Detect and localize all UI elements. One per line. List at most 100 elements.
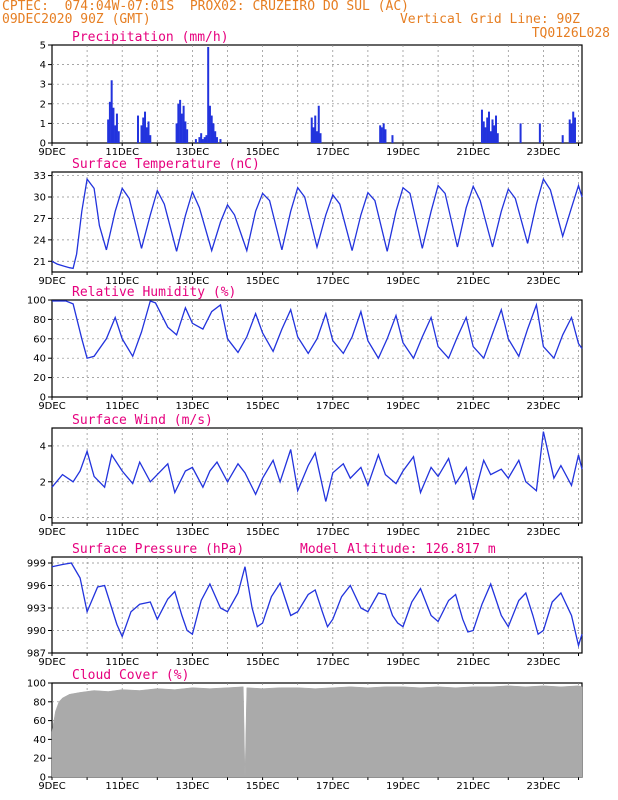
y-tick-label: 996 xyxy=(27,581,46,592)
precip-bar xyxy=(495,115,498,143)
x-tick-label: 21DEC xyxy=(456,527,490,538)
x-tick-label: 21DEC xyxy=(456,657,490,668)
precip-bar xyxy=(487,111,490,143)
x-tick-label: 13DEC xyxy=(176,781,210,792)
precip-bar xyxy=(310,117,313,143)
precip-bar xyxy=(319,133,322,143)
y-tick-label: 33 xyxy=(33,171,46,182)
x-tick-label: 19DEC xyxy=(386,276,420,287)
x-tick-label: 21DEC xyxy=(456,276,490,287)
y-tick-label: 999 xyxy=(27,559,46,570)
precip-bar xyxy=(205,135,208,143)
x-tick-label: 19DEC xyxy=(386,781,420,792)
precip-bar xyxy=(186,129,189,143)
y-tick-label: 60 xyxy=(33,334,46,345)
y-tick-label: 1 xyxy=(40,119,46,130)
x-tick-label: 13DEC xyxy=(176,657,210,668)
precip-bar xyxy=(384,129,387,143)
y-tick-label: 4 xyxy=(40,60,46,71)
precip-bar xyxy=(215,137,218,143)
series-line xyxy=(51,177,583,270)
precip-bar xyxy=(175,123,178,143)
precip-bar xyxy=(179,99,182,143)
y-tick-label: 20 xyxy=(33,754,46,765)
y-tick-label: 80 xyxy=(33,697,46,708)
x-tick-label: 13DEC xyxy=(176,527,210,538)
y-tick-label: 100 xyxy=(27,296,46,307)
x-tick-label: 11DEC xyxy=(105,276,139,287)
precip-bar xyxy=(379,125,382,143)
precip-bar xyxy=(180,113,183,143)
precip-bar xyxy=(208,105,211,143)
precip-bar xyxy=(201,139,204,143)
precip-bar xyxy=(482,121,485,143)
panel-title: Cloud Cover (%) xyxy=(72,668,189,683)
precip-bar xyxy=(219,139,222,143)
precip-bar xyxy=(382,123,385,143)
precip-bar xyxy=(212,123,215,143)
precip-bar xyxy=(184,121,187,143)
x-tick-label: 21DEC xyxy=(456,401,490,412)
precip-bar xyxy=(136,115,139,143)
x-tick-label: 17DEC xyxy=(316,401,350,412)
x-tick-label: 13DEC xyxy=(176,147,210,158)
precip-bar xyxy=(316,131,318,143)
precip-bar xyxy=(380,127,383,143)
x-tick-label: 9DEC xyxy=(38,276,65,287)
x-tick-label: 13DEC xyxy=(176,401,210,412)
x-tick-label: 11DEC xyxy=(105,657,139,668)
precip-bar xyxy=(570,123,573,143)
precip-bar xyxy=(144,111,147,143)
precip-bar xyxy=(538,123,541,143)
y-tick-label: 987 xyxy=(27,649,46,660)
x-tick-label: 23DEC xyxy=(527,401,561,412)
precip-bar xyxy=(572,111,575,143)
x-tick-label: 9DEC xyxy=(38,147,65,158)
precip-bar xyxy=(182,105,185,143)
precip-bar xyxy=(198,137,201,143)
x-tick-label: 13DEC xyxy=(176,276,210,287)
precip-bar xyxy=(493,125,496,143)
panel-title: Surface Pressure (hPa) xyxy=(72,542,244,557)
series-line xyxy=(51,431,583,502)
precip-bar xyxy=(194,139,197,143)
y-tick-label: 0 xyxy=(40,393,46,404)
y-tick-label: 0 xyxy=(40,773,46,784)
y-tick-label: 20 xyxy=(33,373,46,384)
x-tick-label: 21DEC xyxy=(456,147,490,158)
plot-frame xyxy=(51,556,583,654)
panel-title: Relative Humidity (%) xyxy=(72,285,236,300)
y-tick-label: 993 xyxy=(27,604,46,615)
x-tick-label: 19DEC xyxy=(386,401,420,412)
x-tick-label: 9DEC xyxy=(38,657,65,668)
series-line xyxy=(52,300,583,360)
precip-bar xyxy=(214,131,217,143)
x-tick-label: 9DEC xyxy=(38,401,65,412)
x-tick-label: 19DEC xyxy=(386,657,420,668)
y-tick-label: 5 xyxy=(40,41,46,52)
header-grid-line: Vertical Grid Line: 90Z xyxy=(399,12,580,27)
precip-bar xyxy=(519,123,522,143)
precip-bar xyxy=(312,127,315,143)
x-tick-label: 15DEC xyxy=(246,401,280,412)
precip-bar xyxy=(496,133,499,143)
x-tick-label: 15DEC xyxy=(246,276,280,287)
precip-bar xyxy=(314,115,317,143)
y-tick-label: 40 xyxy=(33,735,46,746)
x-tick-label: 11DEC xyxy=(105,147,139,158)
precip-bar xyxy=(149,135,152,143)
panel-title: Surface Wind (m/s) xyxy=(72,413,213,428)
precip-bar xyxy=(210,115,213,143)
x-tick-label: 11DEC xyxy=(105,527,139,538)
y-tick-label: 100 xyxy=(27,679,46,690)
precip-bar xyxy=(391,135,394,143)
precip-bar xyxy=(110,80,113,143)
precip-bar xyxy=(573,117,576,143)
x-tick-label: 17DEC xyxy=(316,147,350,158)
x-tick-label: 15DEC xyxy=(246,527,280,538)
precip-bar xyxy=(486,117,489,143)
y-tick-label: 2 xyxy=(40,477,46,488)
header-model-id: TQ0126L028 xyxy=(531,26,610,41)
precip-bar xyxy=(147,121,150,143)
